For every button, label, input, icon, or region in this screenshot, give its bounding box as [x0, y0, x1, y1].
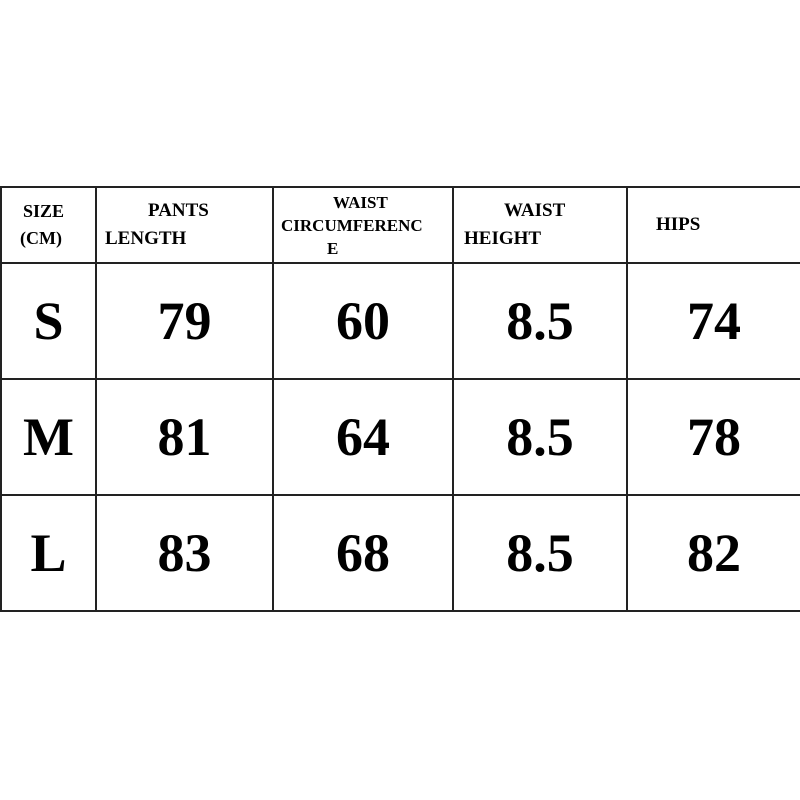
pants-length-cell: 83 — [95, 494, 274, 612]
hips-cell: 78 — [626, 378, 800, 496]
header-line: CIRCUMFERENC — [281, 215, 423, 235]
header-hips: HIPS — [626, 186, 800, 264]
table-row-m: M 81 64 8.5 78 — [0, 378, 800, 496]
size-chart-table: SIZE (CM) PANTS LENGTH WAIST CIRCUMFEREN… — [0, 186, 800, 612]
size-cell: M — [0, 378, 97, 496]
waist-circumference-cell: 60 — [272, 262, 454, 380]
header-line: (CM) — [20, 228, 62, 248]
hips-cell: 82 — [626, 494, 800, 612]
header-line: HEIGHT — [464, 228, 542, 249]
waist-circumference-cell: 68 — [272, 494, 454, 612]
header-line: HIPS — [656, 214, 701, 235]
pants-length-cell: 79 — [95, 262, 274, 380]
header-line: PANTS — [148, 200, 209, 221]
table-row-s: S 79 60 8.5 74 — [0, 262, 800, 380]
header-pants-length: PANTS LENGTH — [95, 186, 274, 264]
header-line: WAIST — [504, 200, 566, 221]
header-line: SIZE — [23, 201, 65, 221]
hips-cell: 74 — [626, 262, 800, 380]
waist-height-cell: 8.5 — [452, 262, 628, 380]
header-waist-height: WAIST HEIGHT — [452, 186, 628, 264]
header-size: SIZE (CM) — [0, 186, 97, 264]
header-line: WAIST — [333, 192, 388, 212]
header-waist-circumference: WAIST CIRCUMFERENC E — [272, 186, 454, 264]
size-cell: S — [0, 262, 97, 380]
table-row-l: L 83 68 8.5 82 — [0, 494, 800, 612]
pants-length-cell: 81 — [95, 378, 274, 496]
waist-height-cell: 8.5 — [452, 378, 628, 496]
header-line: LENGTH — [105, 228, 187, 249]
header-row: SIZE (CM) PANTS LENGTH WAIST CIRCUMFEREN… — [0, 186, 800, 264]
header-line: E — [327, 238, 339, 258]
waist-circumference-cell: 64 — [272, 378, 454, 496]
size-cell: L — [0, 494, 97, 612]
waist-height-cell: 8.5 — [452, 494, 628, 612]
